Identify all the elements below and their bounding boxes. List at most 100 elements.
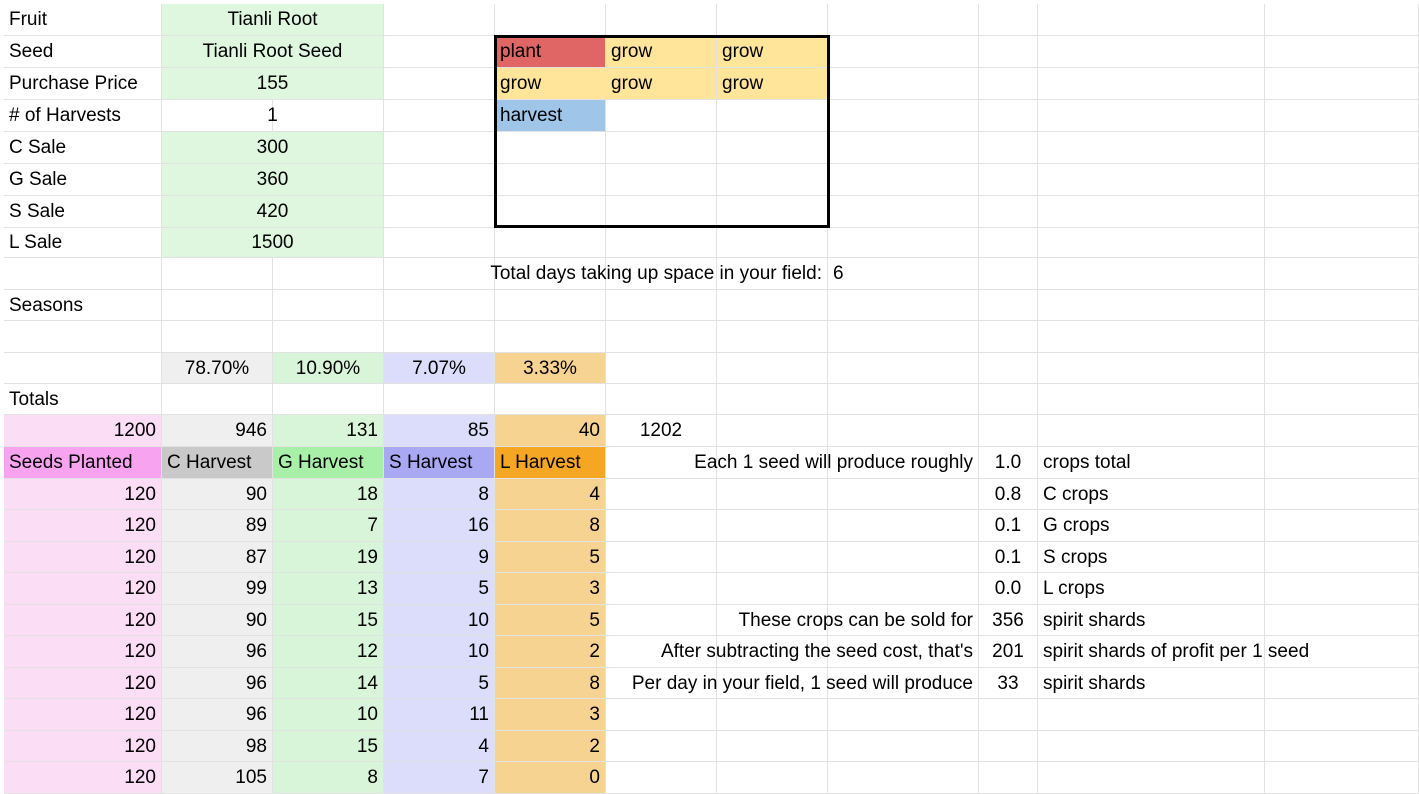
schedule-cell[interactable]: grow (606, 68, 717, 100)
grid-cell[interactable] (1265, 196, 1419, 228)
grid-cell[interactable] (606, 290, 717, 321)
data-cell[interactable]: 3 (495, 573, 606, 605)
column-header[interactable]: S Harvest (384, 447, 495, 479)
grid-cell[interactable] (979, 228, 1038, 258)
total-value[interactable]: 946 (162, 415, 273, 447)
grid-cell[interactable] (4, 321, 162, 353)
grid-cell[interactable] (828, 542, 979, 573)
grid-cell[interactable] (717, 573, 828, 605)
grid-cell[interactable] (1038, 384, 1265, 415)
grid-cell[interactable] (1038, 321, 1265, 353)
grid-cell[interactable] (606, 510, 717, 542)
grid-cell[interactable] (1038, 762, 1265, 794)
season-percent[interactable]: 3.33% (495, 353, 606, 384)
grid-cell[interactable] (606, 731, 717, 762)
grid-cell[interactable] (384, 321, 495, 353)
grid-cell[interactable] (384, 100, 495, 132)
grid-cell[interactable] (1038, 132, 1265, 164)
schedule-cell[interactable] (606, 100, 717, 132)
grid-cell[interactable] (828, 4, 979, 36)
info-value[interactable]: 360 (162, 164, 384, 196)
data-cell[interactable]: 5 (384, 573, 495, 605)
data-cell[interactable]: 9 (384, 542, 495, 573)
grid-cell[interactable] (1265, 4, 1419, 36)
summary-value[interactable]: 201 (979, 636, 1038, 668)
season-percent[interactable]: 78.70% (162, 353, 273, 384)
grid-cell[interactable] (384, 228, 495, 258)
grid-cell[interactable] (1265, 258, 1419, 290)
grid-cell[interactable] (1265, 731, 1419, 762)
grid-cell[interactable] (606, 132, 717, 164)
data-cell[interactable]: 5 (495, 542, 606, 573)
schedule-cell[interactable]: grow (717, 36, 828, 68)
grid-cell[interactable] (717, 762, 828, 794)
data-cell[interactable]: 96 (162, 636, 273, 668)
grid-cell[interactable] (606, 542, 717, 573)
schedule-cell[interactable]: plant (495, 36, 606, 68)
grid-cell[interactable] (828, 415, 979, 447)
column-header[interactable]: L Harvest (495, 447, 606, 479)
grid-cell[interactable] (273, 290, 384, 321)
grid-cell[interactable] (828, 353, 979, 384)
grid-cell[interactable] (717, 290, 828, 321)
grid-cell[interactable] (384, 4, 495, 36)
grid-cell[interactable] (606, 479, 717, 510)
grid-cell[interactable] (1265, 164, 1419, 196)
schedule-cell[interactable]: grow (717, 68, 828, 100)
grid-cell[interactable] (1265, 353, 1419, 384)
grid-cell[interactable] (717, 542, 828, 573)
data-cell[interactable]: 96 (162, 668, 273, 699)
grid-cell[interactable] (273, 384, 384, 415)
column-header[interactable]: G Harvest (273, 447, 384, 479)
schedule-cell[interactable]: grow (606, 36, 717, 68)
grid-cell[interactable] (606, 699, 717, 731)
info-label[interactable]: # of Harvests (4, 100, 162, 132)
grid-cell[interactable] (495, 196, 606, 228)
summary-value[interactable]: 0.1 (979, 510, 1038, 542)
grid-cell[interactable] (828, 699, 979, 731)
grid-cell[interactable] (828, 228, 979, 258)
total-value[interactable]: 1202 (606, 415, 717, 447)
data-cell[interactable]: 3 (495, 699, 606, 731)
grid-cell[interactable] (384, 36, 495, 68)
data-cell[interactable]: 13 (273, 573, 384, 605)
grid-cell[interactable] (717, 384, 828, 415)
data-cell[interactable]: 4 (384, 731, 495, 762)
data-cell[interactable]: 99 (162, 573, 273, 605)
grid-cell[interactable] (384, 68, 495, 100)
grid-cell[interactable] (606, 164, 717, 196)
info-label[interactable]: L Sale (4, 228, 162, 258)
grid-cell[interactable] (606, 321, 717, 353)
grid-cell[interactable] (979, 384, 1038, 415)
grid-cell[interactable] (717, 415, 828, 447)
grid-cell[interactable] (828, 68, 979, 100)
grid-cell[interactable] (828, 510, 979, 542)
grid-cell[interactable] (979, 196, 1038, 228)
grid-cell[interactable] (979, 321, 1038, 353)
grid-cell[interactable] (273, 321, 384, 353)
grid-cell[interactable] (979, 699, 1038, 731)
grid-cell[interactable] (828, 290, 979, 321)
grid-cell[interactable] (828, 100, 979, 132)
grid-cell[interactable] (1265, 228, 1419, 258)
grid-cell[interactable] (1265, 321, 1419, 353)
grid-cell[interactable] (828, 762, 979, 794)
grid-cell[interactable] (4, 353, 162, 384)
info-value[interactable]: 155 (162, 68, 384, 100)
grid-cell[interactable] (1265, 415, 1419, 447)
grid-cell[interactable] (495, 4, 606, 36)
data-cell[interactable]: 11 (384, 699, 495, 731)
grid-cell[interactable] (1038, 290, 1265, 321)
data-cell[interactable]: 96 (162, 699, 273, 731)
grid-cell[interactable] (1038, 415, 1265, 447)
grid-cell[interactable] (1038, 164, 1265, 196)
data-cell[interactable]: 120 (4, 479, 162, 510)
grid-cell[interactable] (606, 573, 717, 605)
info-label[interactable]: G Sale (4, 164, 162, 196)
data-cell[interactable]: 120 (4, 510, 162, 542)
data-cell[interactable]: 87 (162, 542, 273, 573)
grid-cell[interactable] (384, 290, 495, 321)
data-cell[interactable]: 120 (4, 573, 162, 605)
data-cell[interactable]: 120 (4, 731, 162, 762)
info-label[interactable]: Fruit (4, 4, 162, 36)
